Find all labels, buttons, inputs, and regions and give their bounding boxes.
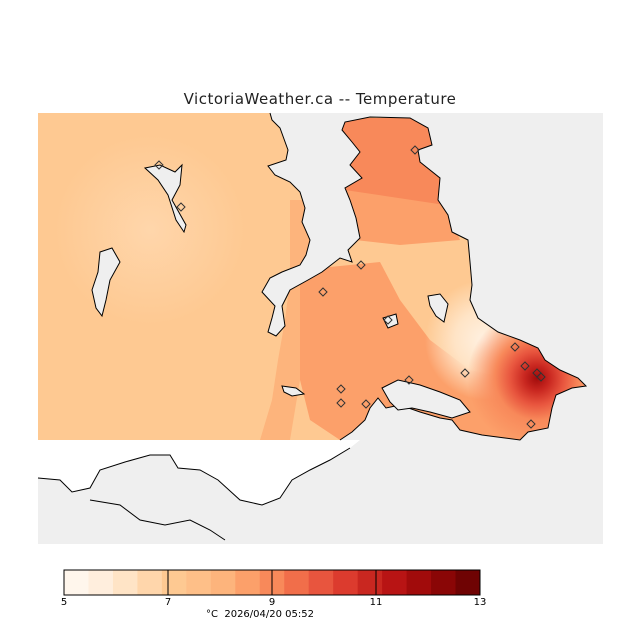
legend-swatch	[284, 570, 310, 595]
station-marker	[520, 361, 530, 371]
unit-label: °C	[206, 609, 218, 620]
mid-band-north	[345, 190, 460, 245]
legend-tick-13: 13	[473, 597, 487, 608]
legend-tick-9: 9	[268, 597, 276, 608]
legend-swatch	[88, 570, 114, 595]
legend-frame	[63, 569, 481, 596]
station-marker	[154, 160, 164, 170]
timestamp: 2026/04/20 05:52	[224, 609, 314, 620]
legend-swatch	[137, 570, 163, 595]
legend-swatch	[161, 570, 187, 595]
south-inner-coast	[89, 499, 226, 541]
south-landmass	[38, 440, 360, 505]
station-marker	[318, 287, 328, 297]
station-marker	[336, 384, 346, 394]
legend-swatch	[112, 570, 138, 595]
station-marker	[383, 315, 393, 325]
station-marker	[460, 368, 470, 378]
station-marker	[410, 145, 420, 155]
station-markers	[154, 145, 546, 429]
station-marker	[356, 260, 366, 270]
legend-swatch	[406, 570, 432, 595]
station-marker	[404, 375, 414, 385]
coastline	[261, 112, 588, 441]
legend-swatch	[455, 570, 481, 595]
island-south	[281, 385, 306, 397]
legend-tick-11: 11	[369, 597, 383, 608]
legend-tick-7: 7	[164, 597, 172, 608]
legend-swatch	[210, 570, 236, 595]
legend-swatch	[64, 570, 89, 595]
legend-swatch	[357, 570, 383, 595]
legend-swatch	[382, 570, 408, 595]
south-coastline	[37, 447, 351, 506]
station-marker	[526, 419, 536, 429]
bay-south	[381, 379, 471, 419]
legend-swatch	[235, 570, 261, 595]
legend-swatch	[186, 570, 212, 595]
station-marker	[176, 202, 186, 212]
legend-swatch	[431, 570, 457, 595]
lake-west	[91, 247, 121, 318]
legend-tick-5: 5	[60, 597, 68, 608]
map-title: VictoriaWeather.ca -- Temperature	[183, 90, 457, 108]
station-marker	[361, 399, 371, 409]
legend-swatch	[308, 570, 334, 595]
legend-swatch	[333, 570, 359, 595]
station-marker	[536, 372, 546, 382]
lake-north	[143, 163, 187, 234]
island-east	[427, 293, 449, 323]
station-marker	[336, 398, 346, 408]
station-marker	[510, 342, 520, 352]
legend-caption: °C 2026/04/20 05:52	[206, 609, 314, 620]
